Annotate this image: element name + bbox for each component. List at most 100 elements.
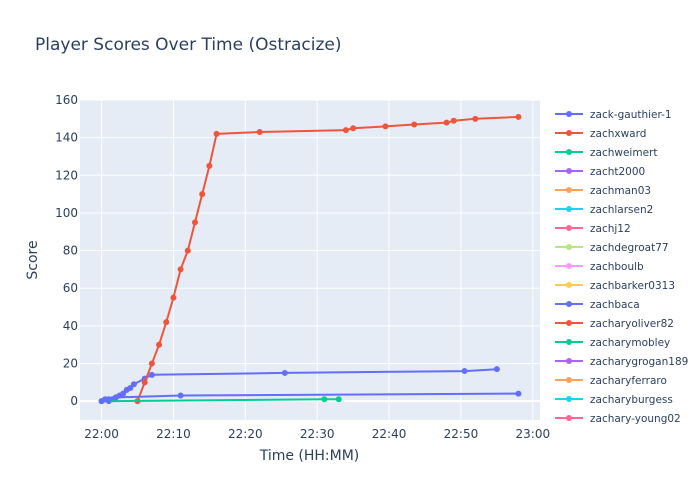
y-tick-label: 100 bbox=[55, 206, 78, 220]
data-point bbox=[515, 390, 522, 397]
data-point bbox=[450, 117, 457, 124]
legend-swatch-marker bbox=[566, 130, 572, 136]
series-zachbaca bbox=[98, 390, 522, 405]
legend-label: zachboulb bbox=[590, 261, 644, 273]
data-point bbox=[461, 368, 468, 375]
legend-label: zachweimert bbox=[590, 147, 657, 159]
legend-item[interactable]: zachweimert bbox=[555, 147, 657, 159]
legend-swatch-marker bbox=[566, 168, 572, 174]
legend-swatch-marker bbox=[566, 187, 572, 193]
data-point bbox=[170, 294, 177, 301]
legend-item[interactable]: zacharyburgess bbox=[555, 394, 673, 406]
legend-swatch-marker bbox=[566, 339, 572, 345]
legend-swatch-marker bbox=[566, 396, 572, 402]
legend-item[interactable]: zacharyoliver82 bbox=[555, 318, 674, 330]
legend-item[interactable]: zachdegroat77 bbox=[555, 242, 669, 254]
data-point bbox=[335, 396, 342, 403]
y-axis-ticks: 0 20 40 60 80 100 120 140 160 bbox=[55, 93, 78, 408]
legend-item[interactable]: zachman03 bbox=[555, 185, 651, 197]
data-point bbox=[163, 319, 170, 326]
x-tick-label: 22:50 bbox=[444, 427, 479, 441]
legend-label: zachary-young02 bbox=[590, 413, 681, 425]
legend-swatch-marker bbox=[566, 244, 572, 250]
x-tick-label: 22:30 bbox=[300, 427, 335, 441]
legend-label: zachlarsen2 bbox=[590, 204, 653, 216]
legend-label: zacharyburgess bbox=[590, 394, 673, 406]
legend-item[interactable]: zacharyferraro bbox=[555, 375, 667, 387]
data-point bbox=[177, 392, 184, 399]
chart-title: Player Scores Over Time (Ostracize) bbox=[35, 35, 342, 55]
data-point bbox=[213, 130, 220, 137]
y-tick-label: 20 bbox=[63, 357, 78, 371]
legend-swatch-marker bbox=[566, 263, 572, 269]
legend-swatch-marker bbox=[566, 282, 572, 288]
data-point bbox=[156, 341, 163, 348]
legend-item[interactable]: zachbaca bbox=[555, 299, 640, 311]
data-point bbox=[493, 366, 500, 373]
legend-item[interactable]: zachboulb bbox=[555, 261, 644, 273]
legend-swatch-marker bbox=[566, 301, 572, 307]
data-point bbox=[105, 396, 112, 403]
legend-label: zachdegroat77 bbox=[590, 242, 669, 254]
data-point bbox=[342, 127, 349, 134]
data-point bbox=[382, 123, 389, 130]
legend-label: zachxward bbox=[590, 128, 646, 140]
data-point bbox=[411, 121, 418, 128]
legend-item[interactable]: zacharymobley bbox=[555, 337, 670, 349]
data-point bbox=[184, 247, 191, 254]
x-tick-label: 22:10 bbox=[156, 427, 191, 441]
legend-label: zacharygrogan189 bbox=[590, 356, 688, 368]
x-tick-label: 22:20 bbox=[228, 427, 263, 441]
legend-item[interactable]: zack-gauthier-1 bbox=[555, 109, 672, 121]
plot-area bbox=[80, 100, 540, 420]
y-tick-label: 80 bbox=[63, 244, 78, 258]
x-tick-label: 22:00 bbox=[84, 427, 119, 441]
legend-label: zachman03 bbox=[590, 185, 651, 197]
legend-swatch-marker bbox=[566, 225, 572, 231]
legend-item[interactable]: zachj12 bbox=[555, 223, 631, 235]
legend-label: zack-gauthier-1 bbox=[590, 109, 672, 121]
legend-item[interactable]: zachlarsen2 bbox=[555, 204, 653, 216]
legend-item[interactable]: zachary-young02 bbox=[555, 413, 681, 425]
data-point bbox=[148, 360, 155, 367]
data-point bbox=[281, 369, 288, 376]
data-point bbox=[112, 394, 119, 401]
y-tick-label: 60 bbox=[63, 281, 78, 295]
legend-swatch-marker bbox=[566, 111, 572, 117]
data-point bbox=[350, 125, 357, 132]
legend-swatch-marker bbox=[566, 377, 572, 383]
legend-swatch-marker bbox=[566, 206, 572, 212]
x-tick-label: 22:40 bbox=[372, 427, 407, 441]
legend-label: zachj12 bbox=[590, 223, 631, 235]
data-point bbox=[148, 371, 155, 378]
data-point bbox=[321, 396, 328, 403]
data-point bbox=[256, 129, 263, 135]
legend-item[interactable]: zacharygrogan189 bbox=[555, 356, 688, 368]
data-point bbox=[177, 266, 184, 273]
x-axis-ticks: 22:00 22:10 22:20 22:30 22:40 22:50 23:00 bbox=[84, 427, 550, 441]
series-zachxward bbox=[134, 113, 522, 405]
y-tick-label: 0 bbox=[70, 394, 78, 408]
legend-swatch-marker bbox=[566, 320, 572, 326]
y-axis-title: Score bbox=[25, 240, 41, 279]
series-group bbox=[98, 113, 522, 405]
y-tick-label: 40 bbox=[63, 319, 78, 333]
legend-item[interactable]: zachxward bbox=[555, 128, 646, 140]
y-tick-label: 140 bbox=[55, 131, 78, 145]
data-point bbox=[472, 115, 479, 122]
data-point bbox=[192, 219, 198, 226]
legend-label: zacharyoliver82 bbox=[590, 318, 674, 330]
legend-swatch-marker bbox=[566, 358, 572, 364]
legend-label: zacharymobley bbox=[590, 337, 670, 349]
legend[interactable]: zack-gauthier-1 zachxward zachweimert zacht… bbox=[555, 109, 688, 425]
y-tick-label: 120 bbox=[55, 168, 78, 182]
legend-label: zacharyferraro bbox=[590, 375, 667, 387]
legend-label: zachbarker0313 bbox=[590, 280, 675, 292]
legend-item[interactable]: zacht2000 bbox=[555, 166, 645, 178]
data-point bbox=[199, 191, 206, 198]
legend-item[interactable]: zachbarker0313 bbox=[555, 280, 675, 292]
x-tick-label: 23:00 bbox=[516, 427, 551, 441]
data-point bbox=[130, 381, 137, 388]
legend-label: zachbaca bbox=[590, 299, 640, 311]
